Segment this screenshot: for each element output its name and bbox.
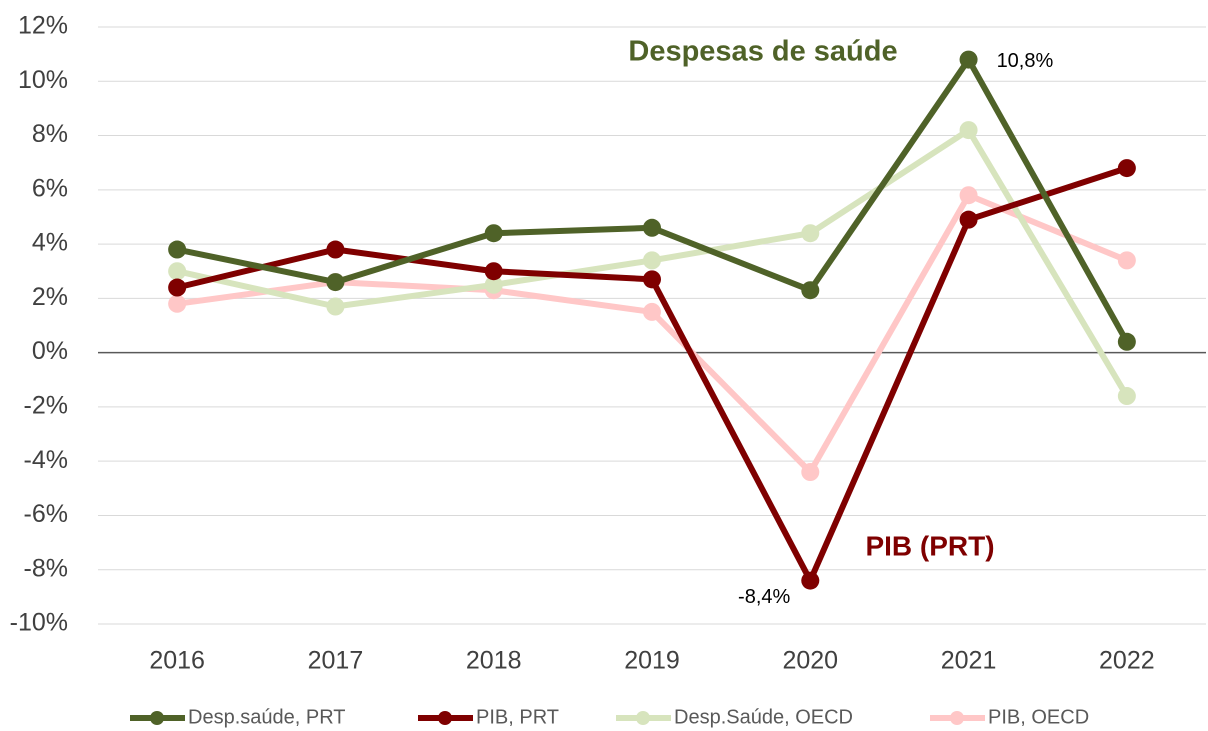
y-tick-label: 8% bbox=[32, 120, 68, 148]
data-label: 10,8% bbox=[997, 50, 1054, 72]
marker bbox=[643, 270, 661, 289]
legend-marker bbox=[438, 711, 452, 725]
legend-label: PIB, PRT bbox=[476, 706, 559, 728]
marker bbox=[801, 463, 820, 482]
y-tick-label: 2% bbox=[32, 283, 68, 311]
marker bbox=[643, 302, 661, 321]
marker bbox=[484, 262, 503, 281]
marker bbox=[326, 297, 345, 316]
marker bbox=[1117, 387, 1136, 406]
marker bbox=[643, 251, 661, 270]
marker bbox=[168, 262, 187, 281]
x-tick-label: 2021 bbox=[941, 647, 997, 675]
y-tick-label: -10% bbox=[10, 609, 68, 637]
annotation: PIB (PRT) bbox=[865, 530, 994, 561]
marker bbox=[801, 224, 820, 243]
y-tick-label: -6% bbox=[24, 500, 68, 528]
marker bbox=[484, 224, 503, 243]
marker bbox=[959, 186, 978, 205]
legend-label: Desp.saúde, PRT bbox=[188, 706, 346, 728]
y-tick-label: 6% bbox=[32, 174, 68, 202]
marker bbox=[959, 50, 978, 69]
y-tick-label: 12% bbox=[18, 12, 68, 40]
y-tick-label: -2% bbox=[24, 392, 68, 420]
legend-marker bbox=[150, 711, 164, 725]
x-tick-label: 2022 bbox=[1099, 647, 1155, 675]
legend-label: Desp.Saúde, OECD bbox=[674, 706, 853, 728]
annotation: Despesas de saúde bbox=[628, 36, 897, 68]
marker bbox=[643, 218, 661, 237]
marker bbox=[959, 121, 978, 140]
marker bbox=[484, 275, 503, 294]
marker bbox=[326, 240, 345, 259]
x-tick-label: 2020 bbox=[782, 647, 838, 675]
data-label: -8,4% bbox=[738, 586, 790, 608]
x-tick-label: 2019 bbox=[624, 647, 680, 675]
grid bbox=[98, 26, 1206, 625]
y-tick-label: 10% bbox=[18, 66, 68, 94]
legend-marker bbox=[636, 711, 650, 725]
marker bbox=[959, 210, 978, 229]
y-tick-label: -4% bbox=[24, 446, 68, 474]
marker bbox=[326, 273, 345, 292]
marker bbox=[801, 281, 820, 300]
x-tick-label: 2018 bbox=[466, 647, 522, 675]
y-tick-label: 4% bbox=[32, 229, 68, 257]
marker bbox=[168, 278, 187, 297]
x-tick-label: 2017 bbox=[308, 647, 364, 675]
marker bbox=[801, 571, 820, 590]
marker bbox=[168, 294, 187, 313]
marker bbox=[1117, 159, 1136, 178]
x-tick-label: 2016 bbox=[149, 647, 205, 675]
legend-marker bbox=[950, 711, 964, 725]
legend-label: PIB, OECD bbox=[988, 706, 1089, 728]
marker bbox=[1117, 332, 1136, 351]
marker bbox=[1117, 251, 1136, 270]
y-tick-label: -8% bbox=[24, 554, 68, 582]
y-tick-label: 0% bbox=[32, 337, 68, 365]
marker bbox=[168, 240, 187, 259]
